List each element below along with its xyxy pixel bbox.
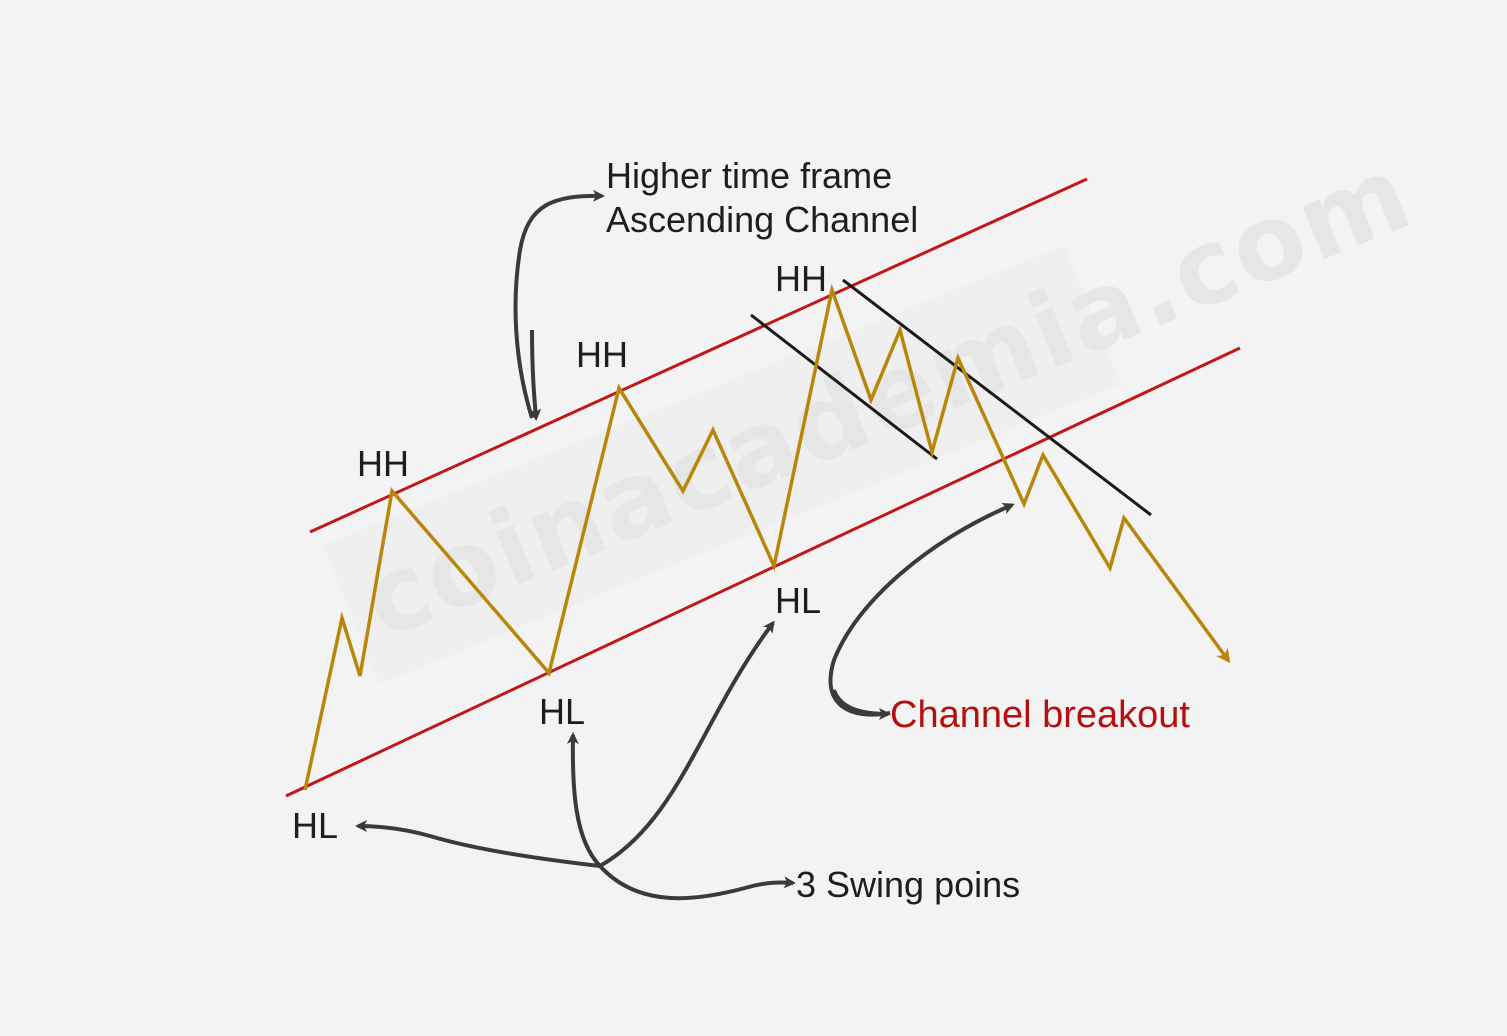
swing-arrow-hl1 [355,820,601,868]
title-arrow-down [529,329,542,421]
channel-upper-line [309,177,1088,534]
title-arrow-up [513,189,605,419]
price-path [303,283,1231,791]
title-line2: Ascending Channel [606,199,918,240]
title-line1: Higher time frame [606,155,892,196]
descending-trendline-lower [750,313,938,461]
breakout-arrow-right [832,689,891,720]
swing-points-label: 3 Swing poins [796,864,1020,905]
descending-trendline-upper [842,278,1152,517]
label-hh-3: HH [775,258,827,299]
breakout-arrow-up [828,503,1015,717]
label-hl-3: HL [775,580,821,621]
label-hh-1: HH [357,443,409,484]
label-hh-2: HH [576,334,628,375]
swing-arrow-hl3 [599,620,775,868]
swing-arrow-hl2 [566,732,602,868]
channel-breakout-label: Channel breakout [890,694,1190,736]
label-hl-2: HL [539,691,585,732]
label-hl-1: HL [292,805,338,846]
channel-lower-line [285,346,1241,798]
watermark-band [322,245,1121,685]
swing-arrow-text [598,864,796,901]
